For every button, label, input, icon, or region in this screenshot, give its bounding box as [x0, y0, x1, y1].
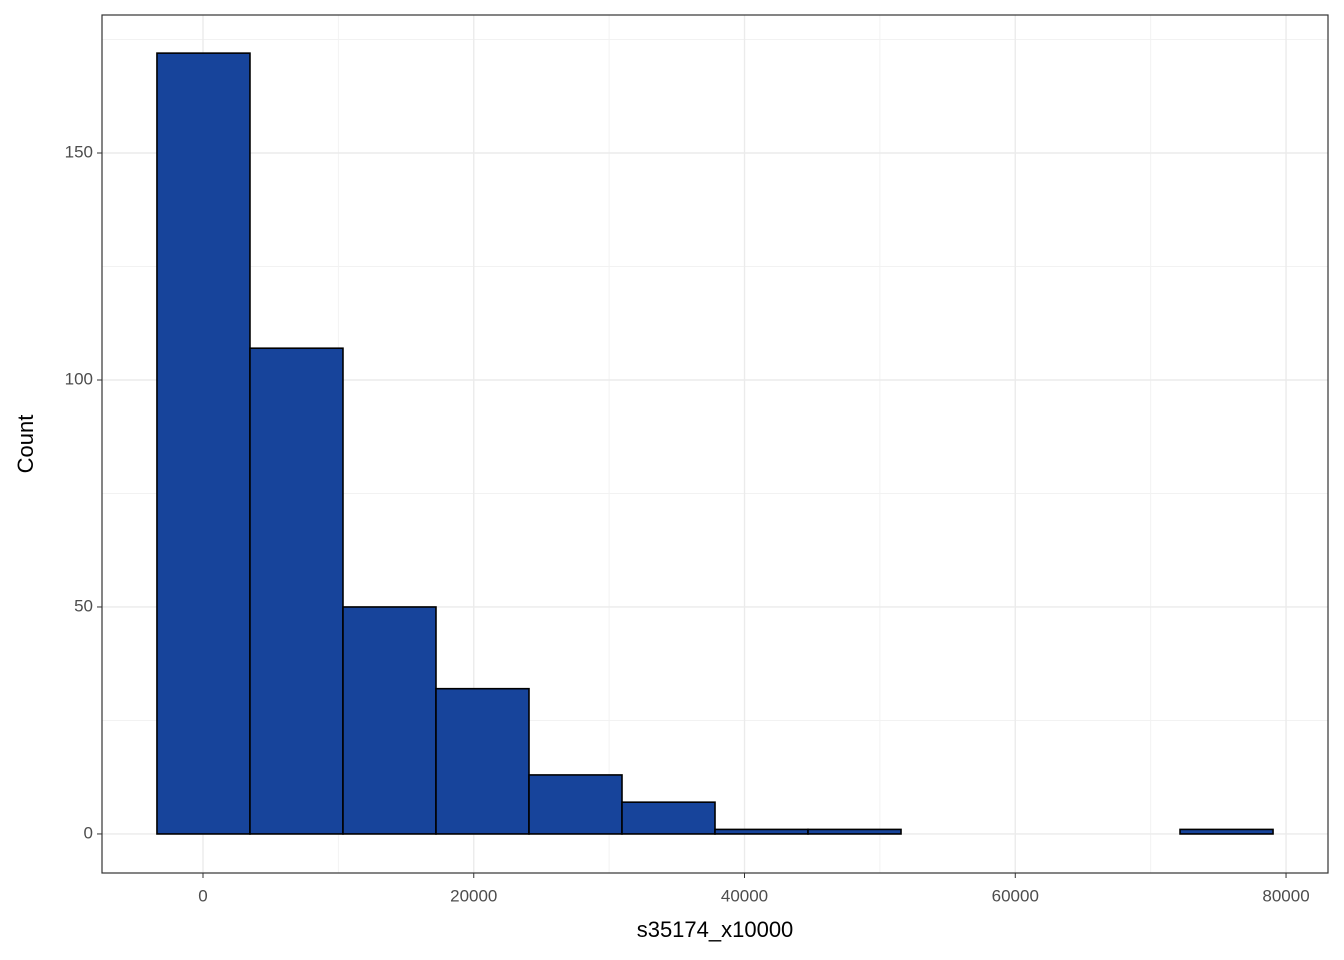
bar	[807, 828, 902, 835]
bar	[714, 828, 809, 835]
y-tick-label: 50	[74, 596, 93, 615]
x-tick-label: 40000	[721, 886, 768, 905]
bar	[1179, 828, 1274, 835]
x-axis-title: s35174_x10000	[637, 917, 794, 942]
x-tick-label: 80000	[1262, 886, 1309, 905]
y-axis-title: Count	[13, 415, 38, 474]
bar	[621, 801, 716, 835]
y-tick-label: 100	[65, 369, 93, 388]
bar	[528, 774, 623, 835]
bar	[435, 687, 530, 835]
x-tick-label: 0	[198, 886, 207, 905]
bar	[342, 606, 437, 835]
bar	[249, 347, 344, 835]
x-tick-label: 20000	[450, 886, 497, 905]
y-tick-label: 150	[65, 142, 93, 161]
y-tick-label: 0	[84, 823, 93, 842]
panel-border	[101, 14, 1329, 874]
bar	[156, 52, 251, 835]
x-tick-label: 60000	[992, 886, 1039, 905]
